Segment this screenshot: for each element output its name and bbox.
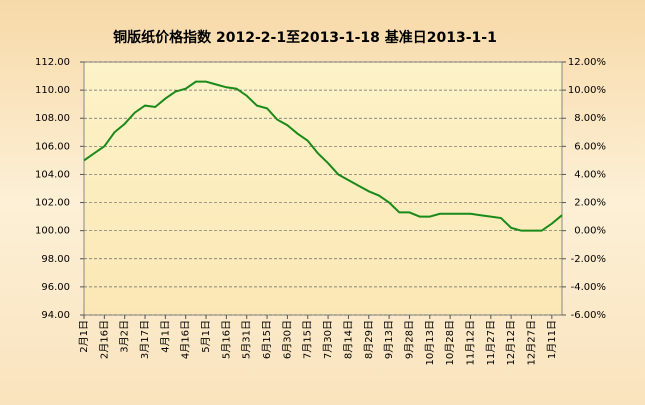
y2-tick-label: -6.00% [571,310,606,321]
x-tick-label: 4月16日 [180,320,192,359]
x-tick-label: 12月27日 [525,320,537,365]
x-tick-label: 6月15日 [261,320,273,359]
x-tick-label: 8月29日 [363,320,375,359]
x-tick-label: 12月12日 [505,320,517,365]
x-tick-label: 4月1日 [159,320,171,353]
y-tick-label: 96.00 [41,282,70,293]
x-tick-label: 9月28日 [403,320,415,359]
x-tick-label: 2月16日 [98,320,110,359]
x-tick-label: 6月30日 [281,320,293,359]
y2-tick-label: -2.00% [571,254,606,265]
x-tick-label: 1月11日 [546,320,558,359]
x-tick-label: 3月2日 [119,320,131,353]
y-tick-label: 98.00 [41,254,70,265]
x-tick-label: 10月13日 [424,320,436,365]
y2-tick-label: 6.00% [574,141,606,152]
x-tick-label: 11月12日 [464,320,476,365]
x-tick-label: 11月27日 [485,320,497,365]
y-tick-label: 106.00 [35,141,70,152]
y2-tick-label: 10.00% [568,85,606,96]
y2-tick-label: 2.00% [574,198,606,209]
y-tick-label: 112.00 [35,57,70,68]
x-tick-label: 5月31日 [241,320,253,359]
y-tick-label: 100.00 [35,226,70,237]
x-tick-label: 5月1日 [200,320,212,353]
x-tick-label: 5月16日 [220,320,232,359]
y-tick-label: 94.00 [41,310,70,321]
y2-tick-label: 12.00% [568,57,606,68]
y2-tick-label: -4.00% [571,282,606,293]
plot-area [83,61,563,316]
x-tick-label: 2月1日 [78,320,90,353]
y-tick-label: 104.00 [35,169,70,180]
x-tick-label: 3月17日 [139,320,151,359]
y-tick-label: 102.00 [35,198,70,209]
y2-tick-label: 4.00% [574,169,606,180]
y-tick-label: 110.00 [35,85,70,96]
x-tick-label: 10月28日 [444,320,456,365]
x-tick-label: 7月15日 [302,320,314,359]
chart-title: 铜版纸价格指数 2012-2-1至2013-1-18 基准日2013-1-1 [113,29,497,46]
data-line [83,80,563,232]
y2-tick-label: 0.00% [574,226,606,237]
y-tick-label: 108.00 [35,113,70,124]
y2-tick-label: 8.00% [574,113,606,124]
x-tick-label: 8月14日 [342,320,354,359]
x-tick-label: 9月13日 [383,320,395,359]
x-tick-label: 7月30日 [322,320,334,359]
